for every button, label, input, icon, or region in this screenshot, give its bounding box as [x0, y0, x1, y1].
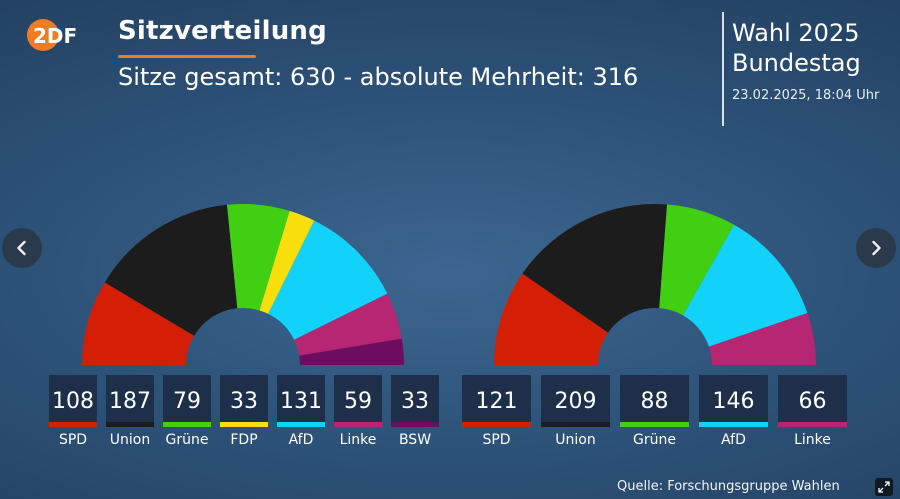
seat-chart-2: 121 SPD 209 Union 88 Grüne 146 AfD 66 Linke [462, 204, 847, 448]
chevron-left-icon [17, 240, 26, 256]
previous-button[interactable] [2, 228, 42, 268]
seat-segment-union [522, 204, 668, 333]
seat-segment-spd [494, 273, 609, 365]
seat-segment-gruene [226, 203, 290, 311]
party-label-gruene: Grüne [166, 432, 209, 448]
seat-tile-fdp [220, 375, 268, 422]
seat-tile-union [106, 375, 154, 422]
expand-icon [878, 481, 890, 493]
color-bar-bsw [391, 422, 439, 427]
seat-tile-gruene [163, 375, 211, 422]
election-body: Bundestag [732, 49, 861, 77]
seat-value-afd: 131 [280, 389, 322, 414]
color-bar-gruene [620, 422, 689, 427]
party-label-spd: SPD [482, 432, 510, 448]
seat-segment-fdp [259, 210, 315, 314]
color-bar-afd [699, 422, 768, 427]
seat-segment-spd [82, 282, 195, 365]
color-bar-union [106, 422, 154, 427]
logo-text: 2DF [33, 24, 77, 48]
header-divider [722, 12, 724, 126]
seat-segment-linke [294, 293, 402, 356]
seat-tile-linke [334, 375, 382, 422]
timestamp: 23.02.2025, 18:04 Uhr [732, 88, 880, 103]
party-label-union: Union [555, 432, 595, 448]
color-bar-spd [462, 422, 531, 427]
fullscreen-button[interactable] [875, 478, 893, 496]
seat-value-union: 209 [555, 389, 597, 414]
seat-value-gruene: 79 [173, 389, 201, 414]
seat-tile-spd [49, 375, 97, 422]
seat-segment-gruene [659, 204, 735, 316]
color-bar-afd [277, 422, 325, 427]
seat-segment-union [104, 204, 238, 336]
color-bar-linke [334, 422, 382, 427]
source-note: Quelle: Forschungsgruppe Wahlen [617, 479, 840, 494]
seat-segment-linke [708, 312, 816, 365]
party-label-afd: AfD [289, 432, 314, 448]
party-label-bsw: BSW [399, 432, 431, 448]
seat-tile-bsw [391, 375, 439, 422]
seat-value-spd: 121 [476, 389, 518, 414]
seat-value-linke: 66 [799, 389, 827, 414]
seat-tile-gruene [620, 375, 689, 422]
color-bar-union [541, 422, 610, 427]
seat-value-union: 187 [109, 389, 151, 414]
next-button[interactable] [856, 228, 896, 268]
seat-chart-1: 108 SPD 187 Union 79 Grüne 33 FDP 131 AfD 59 Linke 3… [49, 203, 439, 448]
seat-segment-afd [268, 220, 388, 340]
seat-tile-spd [462, 375, 531, 422]
page-subtitle: Sitze gesamt: 630 - absolute Mehrheit: 3… [118, 63, 639, 91]
party-label-afd: AfD [721, 432, 746, 448]
seat-tile-afd [277, 375, 325, 422]
seat-value-gruene: 88 [641, 389, 669, 414]
election-name: Wahl 2025 [732, 19, 860, 47]
color-bar-gruene [163, 422, 211, 427]
seat-value-spd: 108 [52, 389, 94, 414]
seat-value-afd: 146 [713, 389, 755, 414]
seat-tile-linke [778, 375, 847, 422]
party-label-union: Union [110, 432, 150, 448]
seat-segment-bsw [299, 338, 405, 365]
color-bar-fdp [220, 422, 268, 427]
seat-value-bsw: 33 [401, 389, 429, 414]
party-label-fdp: FDP [230, 432, 257, 448]
color-bar-linke [778, 422, 847, 427]
page-title: Sitzverteilung [118, 16, 327, 46]
chevron-right-icon [872, 240, 881, 256]
election-label: Wahl 2025 Bundestag [732, 18, 861, 78]
seat-value-linke: 59 [344, 389, 372, 414]
party-label-gruene: Grüne [633, 432, 676, 448]
party-label-linke: Linke [340, 432, 377, 448]
zdf-logo: 2DF [27, 19, 77, 51]
color-bar-spd [49, 422, 97, 427]
seat-tile-union [541, 375, 610, 422]
party-label-spd: SPD [59, 432, 87, 448]
seat-tile-afd [699, 375, 768, 422]
party-label-linke: Linke [794, 432, 831, 448]
title-underline [118, 55, 256, 58]
seat-value-fdp: 33 [230, 389, 258, 414]
seat-segment-afd [683, 224, 808, 347]
